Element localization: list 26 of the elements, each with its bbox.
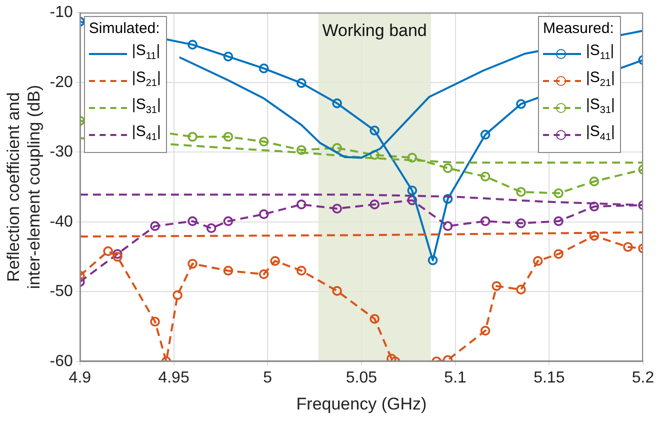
- y-tick-label: -10: [50, 4, 74, 22]
- x-tick-label: 5.2: [632, 369, 654, 386]
- y-tick-label: -60: [50, 352, 74, 370]
- x-tick-label: 5.05: [346, 369, 378, 386]
- x-tick-label: 4.9: [68, 369, 92, 386]
- legend-label: |S$_{31}$|: [132, 96, 161, 118]
- y-tick-label: -50: [50, 283, 74, 300]
- x-tick-label: 5.1: [444, 369, 467, 386]
- x-tick-label: 4.95: [158, 369, 190, 386]
- legend-label: |S$_{31}$|: [586, 96, 615, 118]
- x-tick-label: 5.15: [534, 369, 565, 386]
- legend-label: |S$_{11}$|: [586, 42, 614, 64]
- text: Simulated:: [88, 20, 160, 37]
- band-label: Working band: [322, 20, 427, 40]
- legend-label: |S$_{41}$|: [132, 123, 161, 146]
- x-axis-title: Frequency (GHz): [296, 394, 427, 414]
- y-tick-label: -20: [50, 74, 74, 91]
- legend-label: |S$_{41}$|: [586, 123, 615, 146]
- legend-label: |S$_{21}$|: [586, 69, 615, 92]
- x-tick-label: 5: [263, 369, 272, 386]
- legend-label: |S$_{11}$|: [132, 42, 160, 64]
- text: Measured:: [543, 20, 614, 37]
- y-axis-title: Reflection coefficient and inter-element coupling (dB): [4, 84, 44, 290]
- legend-label: |S$_{21}$|: [132, 69, 161, 92]
- y-tick-label: -30: [50, 144, 74, 161]
- y-tick-label: -40: [50, 213, 74, 230]
